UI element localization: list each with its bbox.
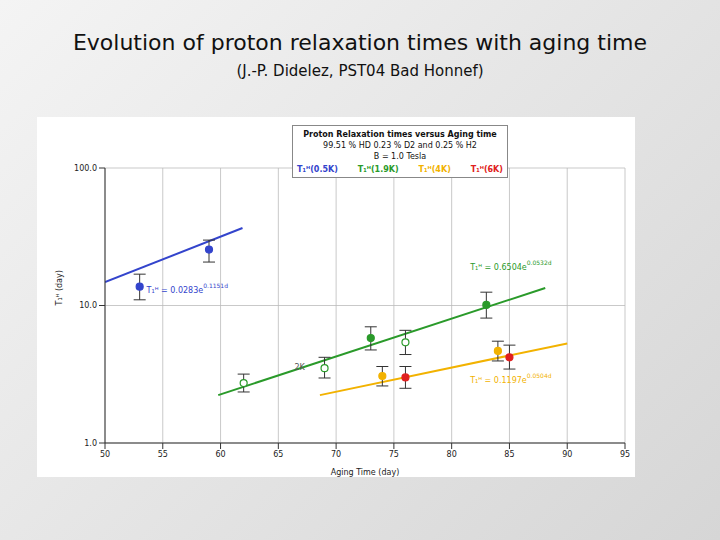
html-text:B = 1.0 Tesla: B = 1.0 Tesla — [373, 152, 427, 161]
html-text:99.51 % HD 0.23 % D2 and 0.25: 99.51 % HD 0.23 % D2 and 0.25 % H2 — [323, 141, 477, 150]
svg-text:T₁ᴴ (day): T₁ᴴ (day) — [55, 270, 64, 306]
html-text:Evolution of proton relaxation: Evolution of proton relaxation times wit… — [72, 30, 647, 55]
html-text:(J.-P. Didelez, PST04 Bad Honn: (J.-P. Didelez, PST04 Bad Honnef) — [236, 62, 484, 80]
svg-text:60: 60 — [215, 450, 225, 459]
svg-text:95: 95 — [620, 450, 630, 459]
svg-text:2K: 2K — [295, 363, 306, 372]
svg-text:70: 70 — [331, 450, 341, 459]
svg-text:T₁ᴴ = 0.1197e0.0504d: T₁ᴴ = 0.1197e0.0504d — [469, 372, 552, 385]
svg-text:75: 75 — [389, 450, 399, 459]
html-text:Proton Relaxation times versus: Proton Relaxation times versus Aging tim… — [303, 130, 497, 139]
svg-text:90: 90 — [562, 450, 572, 459]
svg-text:85: 85 — [504, 450, 514, 459]
svg-text:T₁ᴴ = 0.0283e0.1151d: T₁ᴴ = 0.0283e0.1151d — [146, 282, 229, 295]
svg-text:55: 55 — [158, 450, 168, 459]
svg-text:50: 50 — [100, 450, 110, 459]
svg-text:65: 65 — [273, 450, 283, 459]
html-text:T₁ᴴ(6K): T₁ᴴ(6K) — [470, 165, 503, 174]
svg-text:1.0: 1.0 — [84, 439, 97, 448]
svg-text:10.0: 10.0 — [79, 301, 97, 310]
svg-text:100.0: 100.0 — [74, 164, 97, 173]
svg-text:80: 80 — [447, 450, 457, 459]
svg-text:Aging Time (day): Aging Time (day) — [331, 468, 400, 477]
html-text:T₁ᴴ(1.9K): T₁ᴴ(1.9K) — [357, 165, 399, 174]
svg-text:T₁ᴴ = 0.6504e0.0532d: T₁ᴴ = 0.6504e0.0532d — [469, 259, 552, 272]
html-text:T₁ᴴ(4K): T₁ᴴ(4K) — [418, 165, 451, 174]
html-text:T₁ᴴ(0.5K): T₁ᴴ(0.5K) — [297, 165, 338, 174]
